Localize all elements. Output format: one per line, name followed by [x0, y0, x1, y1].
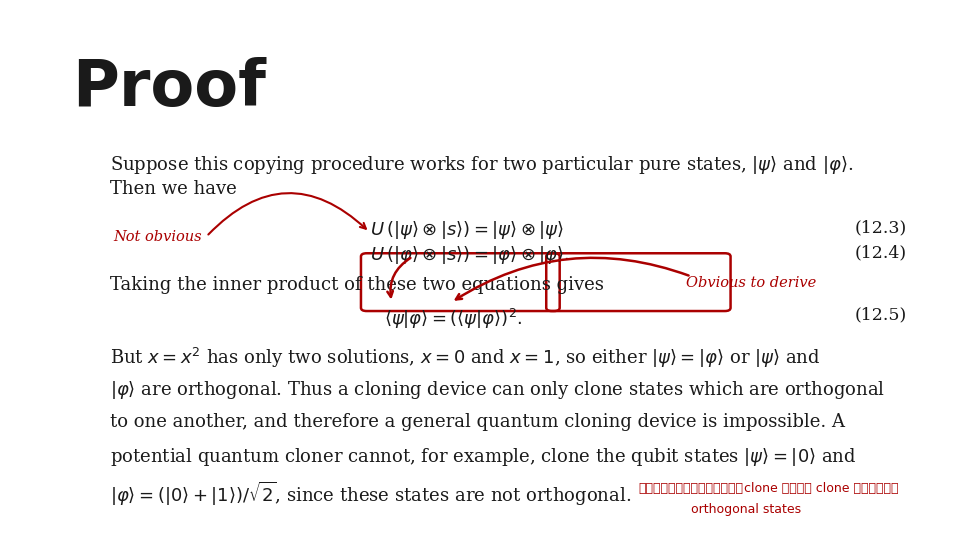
Text: to one another, and therefore a general quantum cloning device is impossible. A: to one another, and therefore a general …	[110, 413, 846, 430]
Text: Proof: Proof	[72, 57, 266, 119]
Text: $\langle\psi|\varphi\rangle = (\langle\psi|\varphi\rangle)^2.$: $\langle\psi|\varphi\rangle = (\langle\p…	[384, 307, 522, 331]
Text: $U\,(|\psi\rangle \otimes |s\rangle) = |\psi\rangle \otimes |\psi\rangle$: $U\,(|\psi\rangle \otimes |s\rangle) = |…	[370, 219, 564, 241]
Text: clone มาจะ clone ได้แค่: clone มาจะ clone ได้แค่	[744, 482, 899, 495]
Text: (12.4): (12.4)	[855, 244, 907, 261]
Text: คถาสร้างวงจรมา: คถาสร้างวงจรมา	[638, 482, 743, 495]
Text: Taking the inner product of these two equations gives: Taking the inner product of these two eq…	[110, 276, 604, 294]
Text: potential quantum cloner cannot, for example, clone the qubit states $|\psi\rang: potential quantum cloner cannot, for exa…	[110, 446, 857, 468]
Text: orthogonal states: orthogonal states	[691, 503, 802, 516]
Text: $|\varphi\rangle$ are orthogonal. Thus a cloning device can only clone states wh: $|\varphi\rangle$ are orthogonal. Thus a…	[110, 379, 886, 401]
Text: But $x = x^2$ has only two solutions, $x = 0$ and $x = 1$, so either $|\psi\rang: But $x = x^2$ has only two solutions, $x…	[110, 346, 821, 370]
Text: (12.3): (12.3)	[855, 219, 907, 236]
Text: $|\varphi\rangle = (|0\rangle + |1\rangle)/\sqrt{2}$, since these states are not: $|\varphi\rangle = (|0\rangle + |1\rangl…	[110, 480, 632, 508]
Text: Obvious to derive: Obvious to derive	[686, 276, 817, 291]
Text: (12.5): (12.5)	[855, 307, 907, 323]
Text: $U\,(|\varphi\rangle \otimes |s\rangle) = |\varphi\rangle \otimes |\varphi\rangl: $U\,(|\varphi\rangle \otimes |s\rangle) …	[370, 244, 569, 266]
Text: Not obvious: Not obvious	[113, 230, 202, 244]
Text: Suppose this copying procedure works for two particular pure states, $|\psi\rang: Suppose this copying procedure works for…	[110, 154, 853, 176]
Text: Then we have: Then we have	[110, 180, 237, 198]
